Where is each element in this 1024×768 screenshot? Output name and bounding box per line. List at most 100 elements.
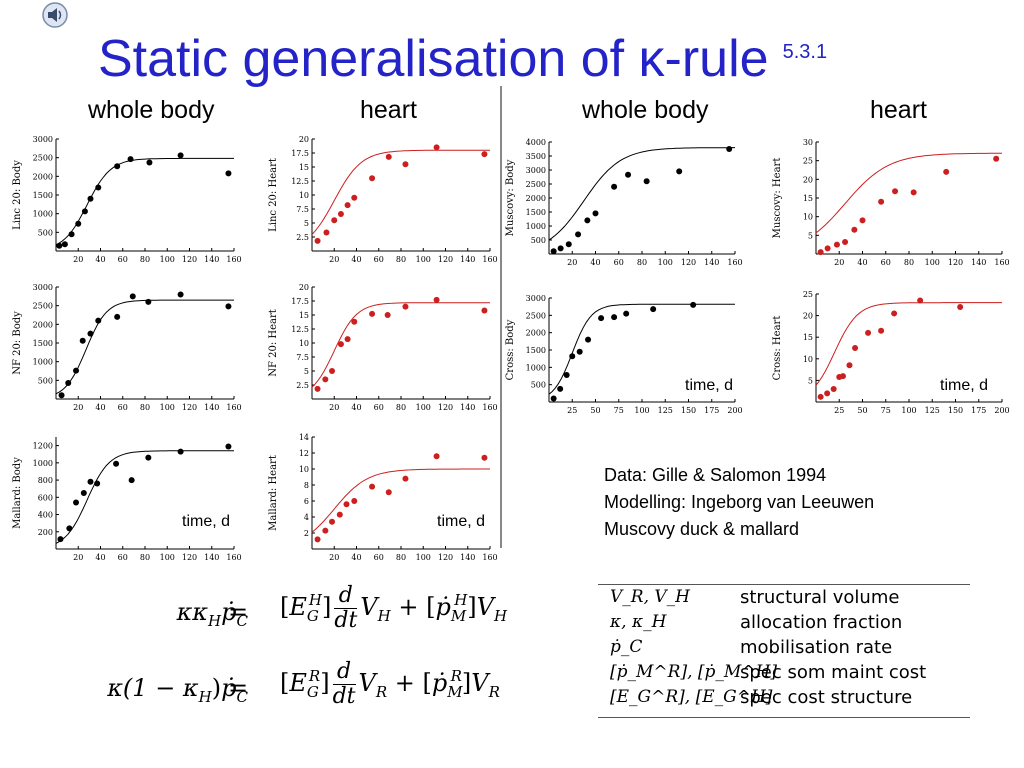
y-tick-label: 8 (304, 481, 309, 490)
speaker-icon-graphic (42, 2, 68, 28)
data-point (650, 306, 657, 313)
equations: κκHṗC = [EGH] d dt VH + [ṗMH]VH κ(1 − κH)ṗC… (107, 580, 578, 730)
y-tick-label: 5 (304, 367, 309, 376)
x-tick-label: 40 (95, 553, 105, 562)
y-tick-label: 25 (803, 157, 813, 166)
data-point (87, 330, 94, 337)
data-point (337, 211, 344, 218)
equation-rest-equals: = (228, 674, 249, 702)
legend-row: [E_G^R], [E_G^H] spec cost structure (598, 687, 970, 712)
data-point (385, 153, 392, 160)
y-axis-title: Muscovy: Heart (772, 158, 783, 239)
x-tick-label: 140 (204, 553, 219, 562)
y-tick-label: 1000 (33, 210, 53, 219)
legend-symbol: κ, κ_H (610, 612, 667, 632)
data-point (351, 318, 358, 325)
data-point (57, 536, 64, 543)
y-tick-label: 1500 (526, 208, 546, 217)
x-tick-label: 140 (460, 255, 475, 264)
x-tick-label: 100 (901, 406, 916, 415)
x-tick-label: 175 (704, 406, 719, 415)
y-tick-label: 14 (299, 433, 309, 442)
x-tick-label: 20 (73, 403, 83, 412)
y-tick-label: 25 (803, 290, 813, 299)
y-tick-label: 7.5 (296, 205, 309, 214)
fit-curve (815, 302, 1002, 386)
fit-curve (311, 149, 490, 235)
x-tick-label: 100 (416, 255, 431, 264)
equation-rest-lhs: κ(1 − κH)ṗC (107, 674, 248, 706)
data-point (95, 317, 102, 324)
time-label-cross-heart: time, d (940, 377, 989, 394)
y-tick-label: 10 (299, 465, 309, 474)
data-point (344, 336, 351, 343)
y-axis-title: NF 20: Body (12, 311, 23, 375)
y-tick-label: 1500 (33, 339, 53, 348)
chart-nf20-heart: 2.5 5 7.5 10 12.5 15 17.5 20 20 40 60 80 100 120 140 16… (268, 283, 498, 412)
data-point (402, 303, 409, 310)
data-point (433, 296, 440, 303)
chart-cross-body: 500 1000 1500 2000 2500 3000 25 50 75 100 125 150 17… (505, 294, 743, 415)
data-point (65, 379, 72, 386)
credit-data: Data: Gille & Salomon 1994 (604, 465, 827, 485)
x-tick-label: 20 (567, 258, 577, 267)
data-point (113, 460, 120, 467)
fit-curve (815, 152, 1002, 234)
data-point (128, 477, 135, 484)
data-point (177, 448, 184, 455)
data-point (584, 217, 591, 224)
x-tick-label: 160 (727, 258, 742, 267)
data-point (839, 373, 846, 380)
x-tick-label: 150 (948, 406, 963, 415)
y-tick-label: 6 (304, 497, 309, 506)
y-tick-label: 17.5 (291, 149, 309, 158)
data-point (314, 237, 321, 244)
data-point (824, 245, 831, 252)
x-tick-label: 160 (226, 403, 241, 412)
data-point (80, 490, 87, 496)
speaker-icon[interactable] (40, 0, 70, 35)
y-tick-label: 2000 (33, 172, 53, 181)
data-point (910, 189, 917, 196)
y-tick-label: 15 (299, 163, 309, 172)
data-point (58, 392, 65, 399)
data-point (690, 301, 697, 308)
y-tick-label: 600 (38, 493, 53, 502)
y-tick-label: 3000 (526, 294, 546, 303)
data-point (550, 248, 557, 255)
data-point (878, 327, 885, 334)
x-tick-label: 40 (95, 403, 105, 412)
data-point (145, 298, 152, 305)
data-point (75, 220, 82, 227)
x-tick-label: 175 (971, 406, 986, 415)
y-tick-label: 2500 (526, 311, 546, 320)
equation-rest: κ(1 − κH)ṗC = [EGR] d dt VR + [ṗMR]VR (107, 656, 578, 720)
x-tick-label: 60 (118, 553, 128, 562)
y-tick-label: 200 (38, 528, 53, 537)
data-point (66, 525, 73, 532)
data-point (598, 315, 605, 322)
x-tick-label: 100 (160, 255, 175, 264)
x-tick-label: 120 (438, 553, 453, 562)
data-point (225, 170, 232, 177)
x-tick-label: 60 (881, 258, 891, 267)
chart-mallard-heart: 2 4 6 8 10 12 14 20 40 60 80 100 120 140 160 Mallard: H… (268, 433, 498, 562)
y-tick-label: 1500 (33, 191, 53, 200)
y-axis-title: NF 20: Heart (268, 309, 279, 377)
y-tick-label: 17.5 (291, 297, 309, 306)
data-point (851, 226, 858, 233)
fit-curve (55, 157, 234, 246)
data-point (891, 310, 898, 317)
symbol-legend: V_R, V_H structural volume κ, κ_H allocati… (598, 584, 970, 718)
data-point (322, 376, 329, 383)
x-tick-label: 40 (590, 258, 600, 267)
data-point (343, 501, 350, 508)
chart-mallard-body: 200 400 600 800 1000 1200 20 40 60 80 100 120 140 160… (12, 437, 242, 562)
data-point (314, 536, 321, 543)
x-tick-label: 60 (374, 403, 384, 412)
y-axis-title: Muscovy: Body (505, 159, 516, 236)
x-tick-label: 20 (73, 553, 83, 562)
x-tick-label: 140 (704, 258, 719, 267)
data-point (833, 241, 840, 248)
legend-symbol: [E_G^R], [E_G^H] (610, 687, 773, 707)
